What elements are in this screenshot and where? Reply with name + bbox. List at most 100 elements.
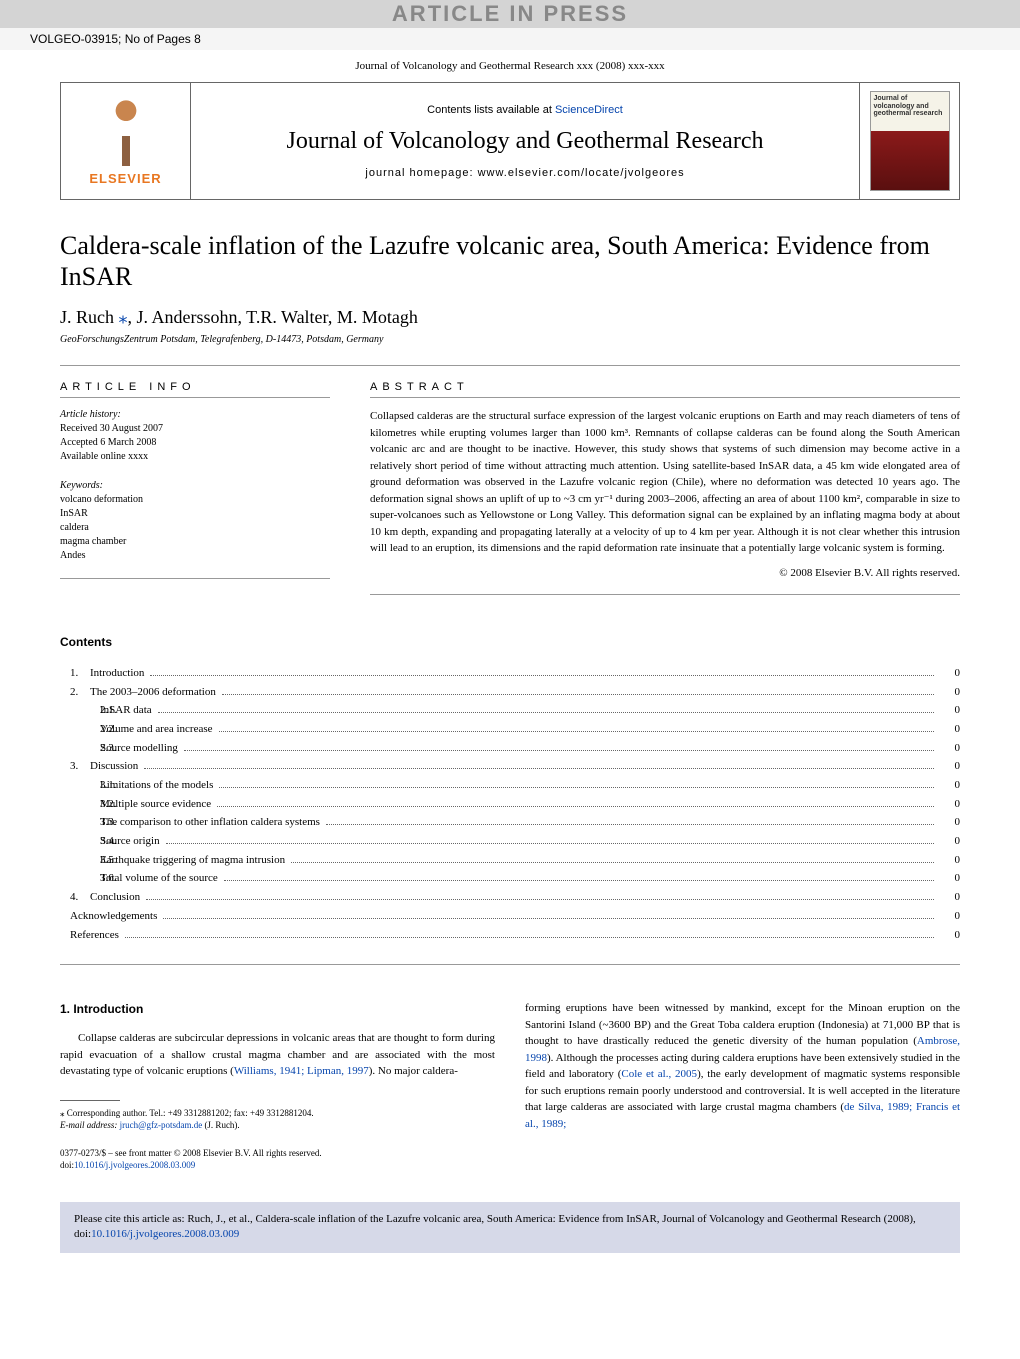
toc-number: 4.	[60, 888, 90, 907]
toc-row: 1.Introduction0	[60, 664, 960, 683]
toc-dots	[146, 899, 934, 900]
citation-link[interactable]: Williams, 1941; Lipman, 1997	[234, 1065, 369, 1077]
divider	[60, 964, 960, 965]
article-id: VOLGEO-03915; No of Pages 8	[30, 32, 201, 46]
keyword: volcano deformation	[60, 493, 330, 507]
abstract-text: Collapsed calderas are the structural su…	[370, 408, 960, 557]
contents-heading: Contents	[60, 635, 960, 649]
toc-row: 4.Conclusion 0	[60, 888, 960, 907]
toc-row: 3.3.The comparison to other inflation ca…	[60, 813, 960, 832]
toc-number: 3.	[60, 757, 90, 776]
toc-dots	[222, 694, 934, 695]
authors: J. Ruch ⁎, J. Anderssohn, T.R. Walter, M…	[60, 307, 960, 328]
right-column: forming eruptions have been witnessed by…	[525, 1000, 960, 1172]
article-info-head: ARTICLE INFO	[60, 381, 330, 398]
citation-doi-link[interactable]: 10.1016/j.jvolgeores.2008.03.009	[91, 1228, 239, 1240]
journal-header: ELSEVIER Contents lists available at Sci…	[60, 82, 960, 200]
toc-dots	[219, 731, 935, 732]
article-info-column: ARTICLE INFO Article history: Received 3…	[60, 381, 330, 610]
history-label: Article history:	[60, 408, 330, 422]
toc-label: Total volume of the source	[100, 869, 218, 888]
imprint-block: 0377-0273/$ – see front matter © 2008 El…	[60, 1147, 495, 1172]
toc-label: Source origin	[100, 832, 160, 851]
toc-label: The comparison to other inflation calder…	[100, 813, 320, 832]
doi-label: doi:	[60, 1160, 74, 1170]
toc-label: Discussion	[90, 757, 138, 776]
toc-number: 3.3.	[60, 813, 100, 832]
toc-label: Conclusion	[90, 888, 140, 907]
affiliation: GeoForschungsZentrum Potsdam, Telegrafen…	[60, 334, 960, 345]
toc-dots	[166, 843, 934, 844]
article-title: Caldera-scale inflation of the Lazufre v…	[60, 230, 960, 292]
short-divider	[60, 578, 330, 579]
journal-cover: Journal of volcanology and geothermal re…	[859, 83, 959, 199]
info-abstract-row: ARTICLE INFO Article history: Received 3…	[60, 381, 960, 610]
left-column: 1. Introduction Collapse calderas are su…	[60, 1000, 495, 1172]
toc-label: Source modelling	[100, 739, 178, 758]
journal-reference: Journal of Volcanology and Geothermal Re…	[0, 50, 1020, 82]
keyword: Andes	[60, 549, 330, 563]
toc-page: 0	[940, 851, 960, 870]
toc-label: Volume and area increase	[100, 720, 213, 739]
keyword: magma chamber	[60, 535, 330, 549]
header-center: Contents lists available at ScienceDirec…	[191, 83, 859, 199]
table-of-contents: 1.Introduction02.The 2003–2006 deformati…	[60, 664, 960, 944]
email-link[interactable]: jruch@gfz-potsdam.de	[120, 1120, 203, 1130]
toc-page: 0	[940, 739, 960, 758]
toc-label: Acknowledgements	[70, 907, 157, 926]
intro-paragraph-left: Collapse calderas are subcircular depres…	[60, 1030, 495, 1080]
author-post: , J. Anderssohn, T.R. Walter, M. Motagh	[128, 307, 418, 327]
toc-page: 0	[940, 664, 960, 683]
citation-box: Please cite this article as: Ruch, J., e…	[60, 1202, 960, 1253]
press-banner-text: ARTICLE IN PRESS	[392, 1, 628, 27]
toc-page: 0	[940, 776, 960, 795]
toc-number: 2.	[60, 683, 90, 702]
toc-label: Limitations of the models	[100, 776, 213, 795]
toc-dots	[163, 918, 934, 919]
corresponding-mark[interactable]: ⁎	[119, 307, 128, 327]
intro-paragraph-right: forming eruptions have been witnessed by…	[525, 1000, 960, 1132]
toc-number: 1.	[60, 664, 90, 683]
toc-row: 3.Discussion0	[60, 757, 960, 776]
abstract-head: ABSTRACT	[370, 381, 960, 398]
toc-page: 0	[940, 907, 960, 926]
sciencedirect-link[interactable]: ScienceDirect	[555, 104, 623, 116]
article-id-bar: VOLGEO-03915; No of Pages 8	[0, 28, 1020, 50]
history-online: Available online xxxx	[60, 450, 330, 464]
toc-page: 0	[940, 926, 960, 945]
doi-line: doi:10.1016/j.jvolgeores.2008.03.009	[60, 1159, 495, 1172]
contents-prefix: Contents lists available at	[427, 104, 555, 116]
corresponding-footnote: ⁎ Corresponding author. Tel.: +49 331288…	[60, 1107, 495, 1132]
history-accepted: Accepted 6 March 2008	[60, 436, 330, 450]
toc-number: 3.2.	[60, 795, 100, 814]
intro-text: forming eruptions have been witnessed by…	[525, 1002, 960, 1047]
keyword: InSAR	[60, 507, 330, 521]
homepage-prefix: journal homepage:	[365, 167, 477, 179]
toc-number: 2.1.	[60, 701, 100, 720]
doi-link[interactable]: 10.1016/j.jvolgeores.2008.03.009	[74, 1160, 195, 1170]
body-section: 1. Introduction Collapse calderas are su…	[60, 1000, 960, 1172]
toc-page: 0	[940, 813, 960, 832]
citation-link[interactable]: Cole et al., 2005	[621, 1068, 697, 1080]
toc-row: 3.6.Total volume of the source0	[60, 869, 960, 888]
toc-row: Acknowledgements 0	[60, 907, 960, 926]
article-history: Article history: Received 30 August 2007…	[60, 408, 330, 464]
elsevier-logo: ELSEVIER	[61, 83, 191, 199]
toc-label: Multiple source evidence	[100, 795, 211, 814]
toc-row: References 0	[60, 926, 960, 945]
toc-dots	[291, 862, 934, 863]
toc-row: 2.The 2003–2006 deformation0	[60, 683, 960, 702]
email-suffix: (J. Ruch).	[202, 1120, 240, 1130]
history-received: Received 30 August 2007	[60, 422, 330, 436]
toc-label: The 2003–2006 deformation	[90, 683, 216, 702]
toc-row: 3.2.Multiple source evidence 0	[60, 795, 960, 814]
two-column-body: 1. Introduction Collapse calderas are su…	[60, 1000, 960, 1172]
toc-row: 3.4.Source origin0	[60, 832, 960, 851]
corr-footnote-line: ⁎ Corresponding author. Tel.: +49 331288…	[60, 1107, 495, 1120]
toc-page: 0	[940, 795, 960, 814]
toc-page: 0	[940, 888, 960, 907]
toc-row: 2.2.Volume and area increase0	[60, 720, 960, 739]
toc-label: References	[70, 926, 119, 945]
toc-label: InSAR data	[100, 701, 152, 720]
toc-page: 0	[940, 832, 960, 851]
